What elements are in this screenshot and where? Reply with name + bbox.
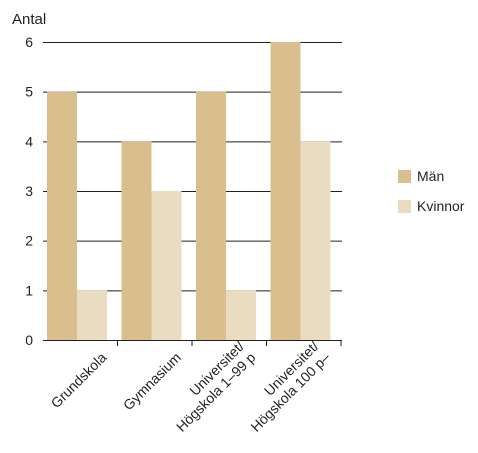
- y-tick-labels: 0 1 2 3 4 5 6: [25, 34, 33, 348]
- x-tick-labels: Grundskola Gymnasium Universitet/Högskola …: [48, 338, 342, 435]
- bar: [121, 141, 152, 340]
- x-tick-label: Universitet/Högskola 100 p–: [236, 338, 333, 435]
- y-tick-label: 2: [25, 233, 33, 249]
- y-tick-label: 0: [25, 332, 33, 348]
- bar: [151, 191, 182, 340]
- y-tick-label: 5: [25, 84, 33, 100]
- y-tick-label: 1: [25, 282, 33, 298]
- legend-swatch: [398, 200, 411, 213]
- legend: Män Kvinnor: [398, 168, 465, 214]
- bars: [47, 42, 331, 341]
- y-axis-label: Antal: [12, 11, 46, 28]
- bar: [196, 91, 226, 341]
- bar: [270, 42, 301, 340]
- x-tick-label: Universitet/Högskola 1–99 p: [162, 338, 259, 435]
- bar: [47, 91, 77, 341]
- x-tick-label: Gymnasium: [120, 349, 184, 413]
- y-tick-label: 4: [25, 133, 33, 149]
- bar: [300, 141, 331, 340]
- bar: [77, 290, 107, 340]
- y-tick-label: 3: [25, 183, 33, 199]
- legend-label: Män: [417, 168, 444, 184]
- bar: [226, 290, 256, 340]
- legend-swatch: [398, 170, 411, 183]
- x-tick-label: Grundskola: [48, 349, 110, 411]
- legend-label: Kvinnor: [417, 198, 465, 214]
- y-tick-label: 6: [25, 34, 33, 50]
